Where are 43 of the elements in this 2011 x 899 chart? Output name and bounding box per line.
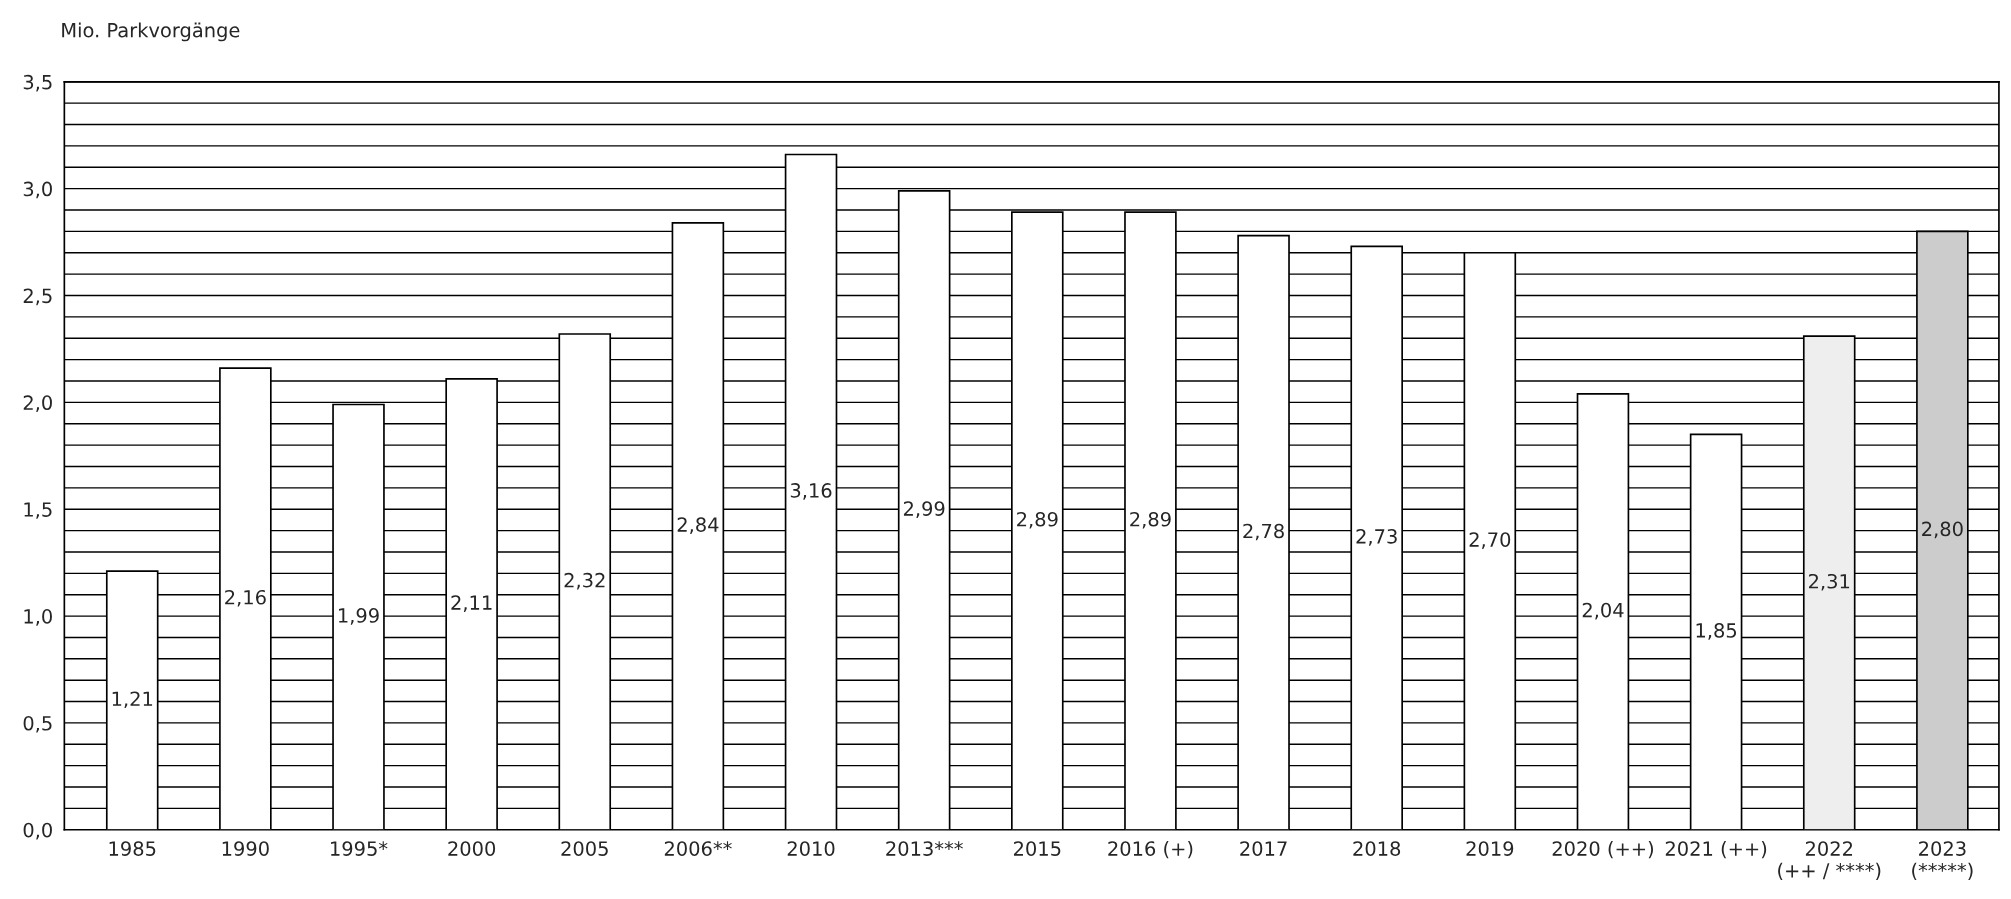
x-tick-label: 2016 (+) (1108, 840, 1193, 859)
data-label: 2,73 (1356, 529, 1397, 546)
data-label: 2,32 (564, 572, 605, 590)
data-label: 2,84 (677, 517, 719, 534)
x-tick-label: 2020 (++) (1552, 840, 1654, 859)
x-tick-label: 2013*** (886, 841, 963, 856)
data-label: 2,11 (451, 595, 492, 612)
data-label: 1,99 (338, 608, 379, 625)
x-tick-label: 2023 (*****) (1912, 841, 1973, 880)
data-label: 1,21 (112, 691, 153, 709)
data-label: 3,16 (790, 483, 832, 500)
y-tick-label: 2,5 (23, 288, 52, 306)
y-tick-label: 1,5 (24, 502, 52, 519)
y-tick-label: 0,5 (23, 715, 52, 733)
data-label: 2,04 (1582, 602, 1624, 620)
x-tick-label: 2021 (++) (1665, 840, 1767, 859)
data-label: 2,99 (903, 501, 945, 518)
x-tick-label: 2006** (664, 841, 732, 856)
data-label: 2,89 (1130, 511, 1171, 529)
y-axis-title: Mio. Parkvorgänge (62, 22, 240, 42)
y-tick-label: 0,0 (23, 822, 52, 840)
x-tick-label: 1985 (109, 841, 156, 856)
y-tick-label: 2,0 (23, 395, 52, 413)
data-label: 2,80 (1922, 521, 1963, 539)
x-tick-label: 2019 (1466, 841, 1514, 856)
data-label: 2,70 (1469, 532, 1511, 549)
x-tick-label: 2022 (++ / ****) (1778, 841, 1881, 880)
y-tick-label: 3,0 (23, 181, 52, 199)
x-tick-label: 2017 (1240, 841, 1287, 856)
x-tick-label: 2000 (448, 841, 496, 856)
y-tick-label: 3,5 (23, 74, 52, 92)
x-tick-label: 2010 (787, 841, 835, 856)
data-label: 1,85 (1696, 623, 1737, 640)
x-tick-label: 2018 (1353, 841, 1401, 856)
data-label: 2,78 (1243, 523, 1284, 541)
data-label: 2,31 (1809, 573, 1850, 591)
x-tick-label: 2015 (1013, 841, 1061, 856)
x-tick-label: 1990 (222, 841, 269, 856)
data-label: 2,89 (1017, 511, 1058, 529)
data-label: 2,16 (225, 589, 266, 607)
x-tick-label: 2005 (561, 841, 608, 856)
x-tick-label: 1995* (331, 841, 388, 856)
y-tick-label: 1,0 (24, 609, 52, 626)
